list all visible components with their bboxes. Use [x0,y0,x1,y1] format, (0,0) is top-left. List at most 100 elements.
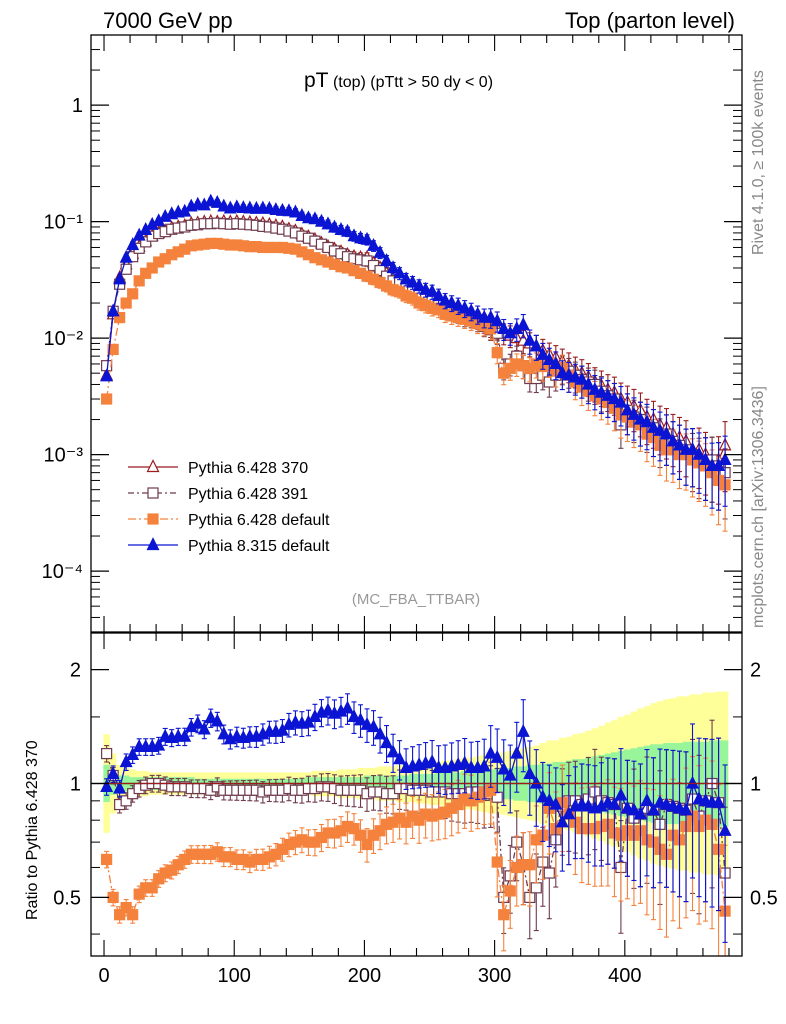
data-point-pythia-8-315-default [633,806,647,820]
data-point-pythia-8-315-default [321,702,335,716]
data-point-pythia-8-315-default [406,274,420,288]
data-point-pythia-8-315-default [399,271,413,285]
data-point-pythia-6-428-default [153,873,165,885]
data-point-pythia-8-315-default [484,309,498,323]
data-point-pythia-6-428-391 [140,236,152,248]
ratio-y-tick-label-left: 1 [70,774,81,796]
data-point-pythia-8-315-default [660,426,673,440]
data-point-pythia-8-315-default [471,306,485,320]
data-point-pythia-8-315-default [686,775,699,789]
data-point-pythia-6-428-391 [530,882,542,894]
data-point-pythia-8-315-default [106,766,120,780]
data-point-pythia-8-315-default [620,402,634,416]
data-point-pythia-6-428-391 [120,263,132,275]
data-point-pythia-6-428-default [498,909,510,921]
data-point-pythia-8-315-default [614,394,628,408]
data-point-pythia-8-315-default [607,796,621,810]
data-point-pythia-8-315-default [113,780,127,794]
data-point-pythia-8-315-default [497,761,511,775]
data-point-pythia-6-428-default [127,909,139,921]
data-point-pythia-8-315-default [666,433,680,447]
x-tick-label: 100 [218,965,251,987]
data-point-pythia-8-315-default [536,346,550,360]
data-point-pythia-8-315-default [529,775,543,789]
data-point-pythia-8-315-default [191,715,205,729]
data-point-pythia-8-315-default [308,211,322,225]
data-point-pythia-8-315-default [288,204,302,218]
mcplots-label: mcplots.cern.ch [arXiv:1306.3436] [750,386,767,628]
data-point-pythia-6-428-default [146,262,158,274]
data-point-pythia-8-315-default [367,237,381,251]
data-point-pythia-8-315-default [380,253,394,267]
data-point-pythia-6-428-391 [101,747,113,760]
data-point-pythia-6-428-default [524,859,536,871]
data-point-pythia-6-428-default [133,888,145,900]
data-point-pythia-6-428-default [504,885,516,897]
data-point-pythia-6-428-default [133,275,145,287]
legend-marker-pythia-6-428-391 [147,487,159,499]
data-point-pythia-8-315-default [581,376,595,390]
data-point-pythia-8-315-default [686,441,699,455]
data-point-pythia-6-428-default [120,901,132,914]
data-point-pythia-8-315-default [178,728,192,742]
data-point-pythia-8-315-default [516,316,530,330]
data-point-pythia-6-428-default [114,909,126,921]
x-tick-label: 400 [608,965,641,987]
data-point-pythia-8-315-default [542,352,556,366]
data-point-pythia-8-315-default [100,368,114,382]
ratio-series-group [100,693,732,956]
legend-label-pythia-8-315-default: Pythia 8.315 default [188,538,330,555]
data-point-pythia-6-428-391 [120,795,132,807]
data-point-pythia-8-315-default [523,332,537,346]
data-point-pythia-8-315-default [640,414,654,428]
data-point-pythia-6-428-default [354,829,367,841]
legend-label-pythia-6-428-391: Pythia 6.428 391 [188,486,308,503]
legend-marker-pythia-6-428-default [147,513,159,525]
data-point-pythia-8-315-default [718,822,732,836]
data-point-pythia-8-315-default [217,726,231,740]
data-point-pythia-8-315-default [562,806,576,820]
ratio-y-tick-label-right: 1 [750,774,761,796]
data-point-pythia-8-315-default [373,726,387,740]
legend-marker-pythia-6-428-370 [146,459,160,473]
data-point-pythia-6-428-default [101,853,113,866]
legend-label-pythia-6-428-default: Pythia 6.428 default [188,512,330,529]
x-tick-label: 300 [478,965,511,987]
process-label: Top (parton level) [565,8,735,33]
data-point-pythia-6-428-default [400,816,412,828]
data-point-pythia-8-315-default [367,719,381,733]
data-point-pythia-8-315-default [699,452,713,466]
data-point-pythia-8-315-default [497,321,511,334]
data-point-pythia-8-315-default [542,792,556,806]
data-point-pythia-8-315-default [536,789,550,803]
data-point-pythia-6-428-default [491,347,503,359]
data-point-pythia-6-428-default [348,823,360,835]
data-point-pythia-8-315-default [477,758,491,772]
y-tick-label: 1 [72,95,83,117]
data-point-pythia-8-315-default [425,754,439,768]
data-point-pythia-8-315-default [633,411,647,425]
data-point-pythia-6-428-default [107,343,119,356]
data-point-pythia-8-315-default [386,744,400,758]
data-point-pythia-8-315-default [601,387,615,401]
data-point-pythia-6-428-default [127,288,139,300]
data-point-pythia-8-315-default [712,794,726,808]
ratio-ylabel: Ratio to Pythia 6.428 370 [24,740,41,920]
main-axes: 10⁻⁴ 10⁻³ 10⁻² 10⁻¹ 1 [42,34,742,633]
data-point-pythia-8-315-default [321,216,335,230]
data-point-pythia-8-315-default [464,303,478,317]
data-point-pythia-8-315-default [646,419,660,433]
data-point-pythia-8-315-default [562,367,576,381]
data-point-pythia-8-315-default [484,745,498,759]
data-point-pythia-8-315-default [360,716,374,730]
data-point-pythia-8-315-default [295,208,309,221]
data-point-pythia-8-315-default [614,787,628,801]
data-point-pythia-8-315-default [588,381,602,395]
y-tick-label: 10⁻¹ [44,212,84,234]
data-point-pythia-8-315-default [314,213,328,227]
data-point-pythia-8-315-default [594,384,608,398]
data-point-pythia-8-315-default [354,712,367,726]
data-point-pythia-8-315-default [451,297,465,311]
data-point-pythia-8-315-default [549,796,563,810]
data-point-pythia-8-315-default [445,295,459,309]
